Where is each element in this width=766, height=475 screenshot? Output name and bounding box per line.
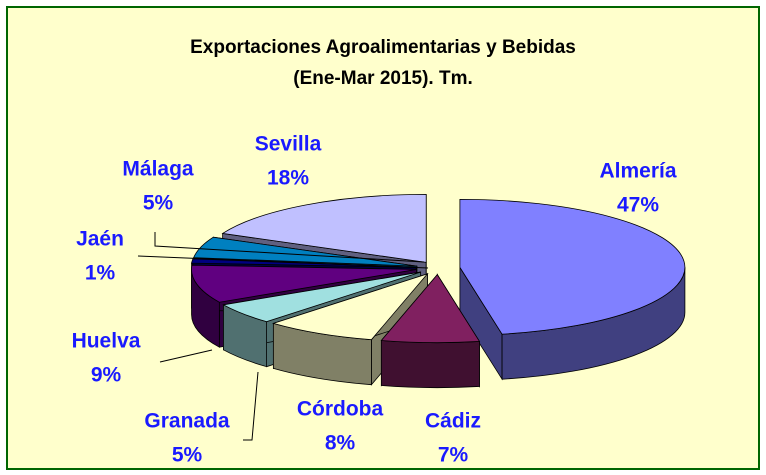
data-label: 5% xyxy=(143,192,174,215)
slice xyxy=(191,264,417,303)
category-label: Granada xyxy=(144,410,230,433)
slice xyxy=(221,193,427,263)
slice-side xyxy=(380,340,480,389)
category-label: Córdoba xyxy=(297,398,384,421)
data-label: 18% xyxy=(267,167,309,190)
data-label: 1% xyxy=(85,262,116,285)
category-label: Málaga xyxy=(122,158,194,181)
slice xyxy=(459,198,686,335)
slice xyxy=(380,273,481,344)
category-label: Huelva xyxy=(72,330,141,353)
leader-line xyxy=(243,371,259,441)
leader-line xyxy=(137,255,429,269)
chart-title: (Ene-Mar 2015). Tm. xyxy=(293,68,473,89)
data-label: 9% xyxy=(91,364,122,387)
slice xyxy=(222,271,421,323)
data-label: 8% xyxy=(325,432,356,455)
category-label: Jaén xyxy=(76,228,124,251)
leader-line xyxy=(159,349,213,363)
slice xyxy=(271,273,429,341)
data-label: 47% xyxy=(617,194,659,217)
data-label: 5% xyxy=(172,444,203,467)
leader-line xyxy=(154,232,425,263)
category-label: Almería xyxy=(599,160,676,183)
category-label: Cádiz xyxy=(425,410,481,433)
category-label: Sevilla xyxy=(255,133,322,156)
data-label: 7% xyxy=(438,444,469,467)
chart-title: Exportaciones Agroalimentarias y Bebidas xyxy=(190,37,576,58)
slice xyxy=(193,236,417,267)
